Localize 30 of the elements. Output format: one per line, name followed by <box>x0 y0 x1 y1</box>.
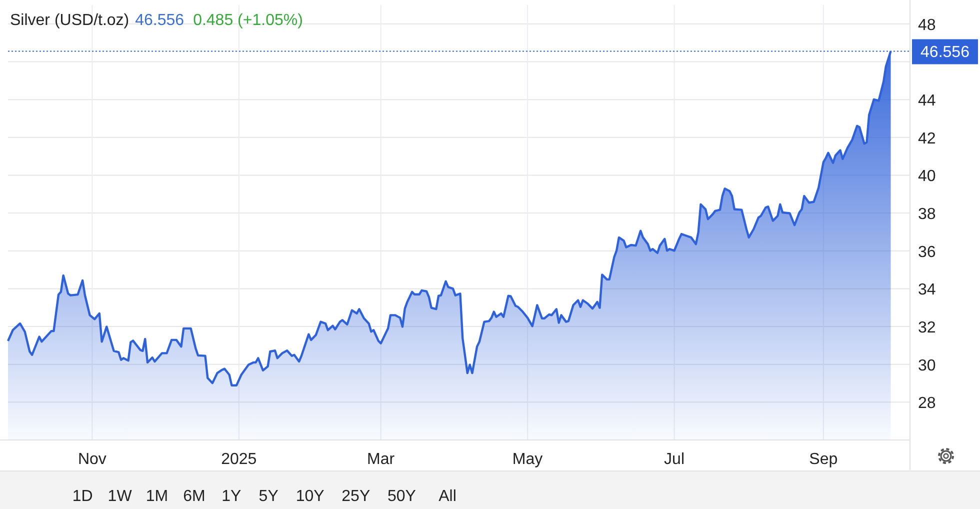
y-tick-label: 34 <box>918 282 936 299</box>
text: 25Y <box>342 488 370 505</box>
y-tick-label: 40 <box>918 168 936 186</box>
text: 1D <box>72 488 93 505</box>
y-tick-label: 48 <box>918 16 936 34</box>
annotation: 0.485 (+1.05%) <box>193 12 303 29</box>
annotation: 46.556 <box>135 12 184 29</box>
y-tick-label: 36 <box>918 244 936 261</box>
text: 1Y <box>222 488 242 505</box>
text: 5Y <box>258 488 279 505</box>
y-tick-label: 28 <box>918 395 936 412</box>
x-tick-label: May <box>512 451 543 468</box>
y-tick-label: 30 <box>918 357 936 374</box>
y-tick-label: 42 <box>918 130 936 148</box>
text: 1W <box>108 488 133 505</box>
x-tick-label: Nov <box>78 451 106 468</box>
x-tick-label: Sep <box>809 451 838 468</box>
text: 6M <box>183 488 206 505</box>
text: 1M <box>146 488 168 505</box>
x-tick-label: Jul <box>664 451 685 468</box>
y-tick-label: 44 <box>918 92 936 110</box>
text: All <box>438 488 456 505</box>
x-tick-label: Mar <box>367 451 396 468</box>
chart-title: Silver (USD/t.oz) <box>10 12 130 29</box>
text: 50Y <box>387 488 416 505</box>
text: 10Y <box>296 488 325 505</box>
x-tick-label: 2025 <box>221 451 257 468</box>
ref-line-label: 46.556 <box>920 44 970 62</box>
y-tick-label: 38 <box>918 206 936 224</box>
y-tick-label: 32 <box>918 320 936 337</box>
